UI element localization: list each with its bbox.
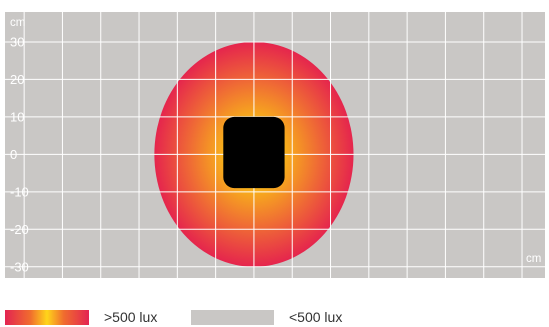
chart-plot: -60 -50 -40 -30 -20 -10 0 10 20 30 40 50 60 70 -30 -20 -… [5,12,545,294]
x-tick-label: 10 [285,279,299,294]
x-tick-label: -10 [206,279,225,294]
y-tick-label: 0 [10,147,17,162]
x-tick-label: 50 [438,279,452,294]
legend-swatch-bright [5,310,89,325]
x-tick-label: 30 [362,279,376,294]
y-tick-label: -30 [10,259,29,274]
x-tick-label: -30 [130,279,149,294]
x-tick-label: -40 [91,279,110,294]
legend-swatch-dim [191,310,274,325]
x-tick-label: 0 [250,279,257,294]
y-tick-label: 10 [10,109,24,124]
x-tick-label: 20 [323,279,337,294]
y-tick-label: -10 [10,184,29,199]
y-tick-label: 20 [10,72,24,87]
x-axis-unit: cm [526,253,541,265]
x-tick-label: 60 [476,279,490,294]
light-fixture [223,116,285,189]
x-tick-label: -60 [15,279,34,294]
legend-label-dim: <500 lux [289,309,343,325]
y-axis-unit: cm [10,17,25,29]
y-tick-label: -20 [10,222,29,237]
x-tick-label: -50 [53,279,72,294]
y-tick-label: 30 [10,34,24,49]
legend-label-bright: >500 lux [104,309,158,325]
x-tick-label: -20 [168,279,187,294]
x-tick-label: 70 [515,279,529,294]
legend: >500 lux <500 lux [0,307,549,327]
x-tick-label: 40 [400,279,414,294]
